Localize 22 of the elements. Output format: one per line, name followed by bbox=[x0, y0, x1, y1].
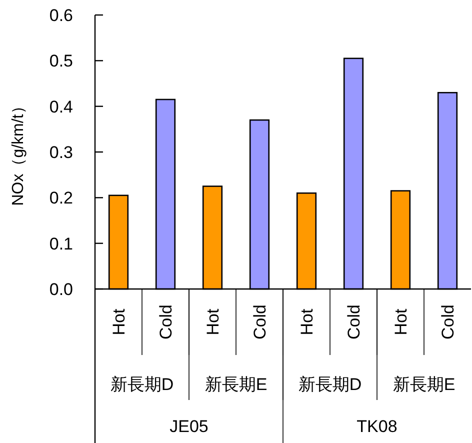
text: 新長期E bbox=[204, 375, 268, 394]
text: 新長期D bbox=[110, 375, 174, 394]
y-tick-label: 0.6 bbox=[49, 6, 73, 25]
text: 新長期D bbox=[298, 375, 362, 394]
x-tick-label: Cold bbox=[344, 304, 364, 340]
x-tick-label: Cold bbox=[438, 304, 458, 340]
x-tick-label: Hot bbox=[298, 308, 316, 336]
y-tick-label: 0.5 bbox=[49, 52, 73, 71]
x-tick-label: Cold bbox=[156, 304, 176, 340]
x-tick-label: Hot bbox=[204, 308, 222, 336]
text: 新長期E bbox=[392, 375, 456, 394]
text: TK08 bbox=[356, 417, 398, 436]
y-tick-label: 0.1 bbox=[49, 234, 73, 254]
text: JE05 bbox=[170, 417, 208, 436]
y-axis-title: NOx（g/km/t） bbox=[10, 98, 27, 206]
y-tick-label: 0.2 bbox=[49, 188, 73, 208]
x-tick-label: Hot bbox=[392, 308, 410, 336]
y-tick-label: 0.4 bbox=[49, 97, 73, 116]
y-tick-label: 0.3 bbox=[49, 143, 73, 162]
x-tick-label: Cold bbox=[250, 304, 270, 340]
y-tick-label: 0.0 bbox=[49, 280, 73, 299]
x-tick-label: Hot bbox=[110, 308, 128, 336]
